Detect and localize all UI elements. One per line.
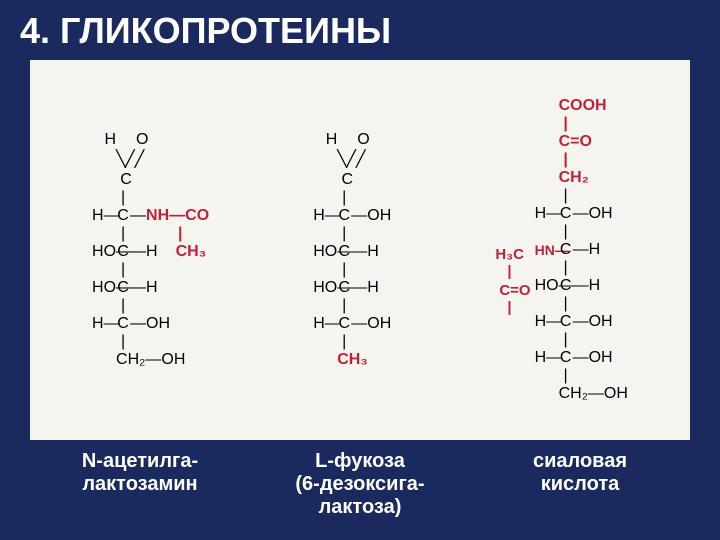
label-2-line1: L-фукоза (250, 450, 470, 473)
label-2-line2: (6-дезоксига- (250, 473, 470, 496)
label-1-line1: N-ацетилга- (30, 450, 250, 473)
structure-l-fucose: HO ╲╱╱ C | H—C—OH | HO—C—H | HO—C—H | H—… (313, 130, 391, 370)
slide-title: 4. ГЛИКОПРОТЕИНЫ (0, 0, 720, 60)
label-3: сиаловая кислота (470, 450, 690, 519)
chemistry-panel: HO ╲╱╱ C | H—C—NH—CO || HO—C—HCH₃ | HO—C… (30, 60, 690, 440)
label-2-line3: лактоза) (250, 496, 470, 519)
label-1: N-ацетилга- лактозамин (30, 450, 250, 519)
label-3-line2: кислота (470, 473, 690, 496)
label-3-line1: сиаловая (470, 450, 690, 473)
label-1-line2: лактозамин (30, 473, 250, 496)
structure-sialic-acid: H₃C | C=O | COOH | C=O | CH₂ | H—C—OH | … (495, 96, 628, 404)
label-2: L-фукоза (6-дезоксига- лактоза) (250, 450, 470, 519)
structure-n-acetylgalactosamine: HO ╲╱╱ C | H—C—NH—CO || HO—C—HCH₃ | HO—C… (92, 130, 209, 370)
labels-row: N-ацетилга- лактозамин L-фукоза (6-дезок… (30, 450, 690, 519)
